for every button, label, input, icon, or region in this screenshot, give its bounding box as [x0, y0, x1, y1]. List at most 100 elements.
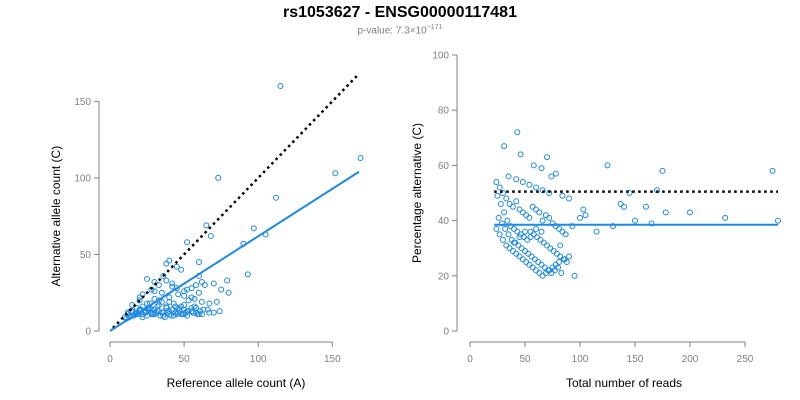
scatter-point: [163, 277, 170, 284]
scatter-point: [540, 239, 547, 246]
scatter-point: [544, 154, 550, 161]
scatter-point: [178, 303, 185, 310]
scatter-point: [516, 234, 523, 241]
scatter-point: [580, 206, 587, 213]
scatter-point: [559, 228, 566, 235]
scatter-point: [191, 295, 198, 302]
scatter-point: [494, 192, 501, 199]
scatter-point: [188, 308, 195, 315]
scatter-point: [582, 212, 589, 219]
scatter-point: [184, 286, 191, 293]
scatter-point: [244, 271, 251, 278]
panel-2: 0 50 100 150 200 250 0 20 40 60 80 100 Total number …: [410, 51, 781, 390]
scatter-point: [498, 220, 505, 227]
scatter-point: [192, 282, 199, 289]
scatter-point: [548, 173, 555, 180]
scatter-point: [538, 228, 545, 235]
scatter-point: [533, 225, 539, 232]
scatter-point: [155, 282, 162, 289]
scatter-point: [277, 83, 284, 89]
scatter-point: [184, 239, 191, 246]
y-tick-label: 100: [432, 51, 449, 62]
scatter-point: [557, 242, 564, 249]
y-tick-label: 0: [85, 327, 91, 338]
scatter-point: [509, 247, 516, 254]
scatter-point: [178, 266, 185, 273]
scatter-point: [529, 264, 536, 271]
scatter-point: [524, 236, 531, 243]
scatter-point: [528, 253, 535, 260]
scatter-point: [505, 231, 512, 238]
scatter-point: [163, 260, 170, 267]
scatter-point: [511, 239, 517, 246]
chart-title: rs1053627 - ENSG00000117481: [283, 4, 517, 21]
scatter-point: [161, 314, 168, 321]
scatter-point: [526, 181, 533, 188]
x-tick-label: 0: [107, 354, 113, 365]
scatter-point: [523, 259, 530, 265]
x-tick-label: 250: [737, 354, 754, 365]
scatter-point: [536, 209, 543, 216]
scatter-point: [536, 270, 543, 277]
scatter-points: [121, 83, 364, 322]
scatter-point: [191, 303, 198, 310]
y-tick-label: 50: [80, 250, 92, 261]
scatter-point: [516, 253, 523, 260]
scatter-point: [160, 272, 167, 279]
scatter-point: [514, 228, 521, 235]
scatter-point: [173, 311, 180, 318]
scatter-point: [577, 214, 583, 221]
scatter-point: [206, 309, 213, 316]
scatter-point: [516, 206, 523, 213]
scatter-point: [539, 272, 546, 279]
scatter-point: [172, 309, 179, 316]
scatter-point: [493, 225, 500, 232]
scatter-point: [530, 162, 537, 169]
scatter-point: [562, 231, 569, 238]
scatter-point: [537, 236, 544, 243]
scatter-point: [192, 305, 199, 312]
scatter-point: [561, 256, 568, 263]
scatter-point: [542, 212, 549, 219]
scatter-point: [526, 261, 533, 268]
scatter-point: [527, 234, 534, 241]
scatter-point: [533, 206, 539, 213]
scatter-point: [203, 222, 210, 229]
scatter-point: [504, 217, 511, 224]
scatter-point: [357, 154, 364, 161]
scatter-point: [517, 151, 524, 158]
scatter-point: [593, 228, 600, 235]
scatter-point: [158, 289, 165, 296]
scatter-point: [522, 247, 528, 254]
scatter-point: [170, 300, 177, 307]
scatter-point: [166, 294, 173, 301]
scatter-point: [273, 194, 280, 201]
scatter-point: [181, 292, 188, 299]
scatter-point: [610, 223, 616, 230]
x-axis-label: Total number of reads: [566, 376, 682, 390]
scatter-point: [250, 225, 257, 232]
scatter-point: [506, 201, 513, 208]
scatter-point: [198, 279, 205, 285]
scatter-point: [166, 257, 173, 264]
scatter-point: [530, 231, 537, 238]
scatter-point: [206, 300, 213, 307]
x-tick-label: 50: [179, 354, 191, 365]
scatter-point: [662, 209, 669, 216]
scatter-point: [195, 289, 202, 296]
scatter-point: [200, 306, 207, 313]
scatter-point: [523, 212, 530, 219]
scatter-point: [506, 245, 513, 252]
scatter-point: [539, 217, 546, 224]
scatter-point: [210, 280, 217, 287]
scatter-point: [225, 289, 232, 296]
scatter-point: [184, 312, 191, 319]
scatter-point: [169, 283, 176, 290]
scatter-point: [556, 259, 563, 265]
scatter-point: [519, 256, 526, 263]
x-tick-label: 150: [627, 354, 644, 365]
scatter-point: [201, 282, 208, 289]
scatter-point: [566, 195, 572, 202]
scatter-point: [500, 190, 506, 196]
y-tick-label: 80: [438, 106, 450, 117]
